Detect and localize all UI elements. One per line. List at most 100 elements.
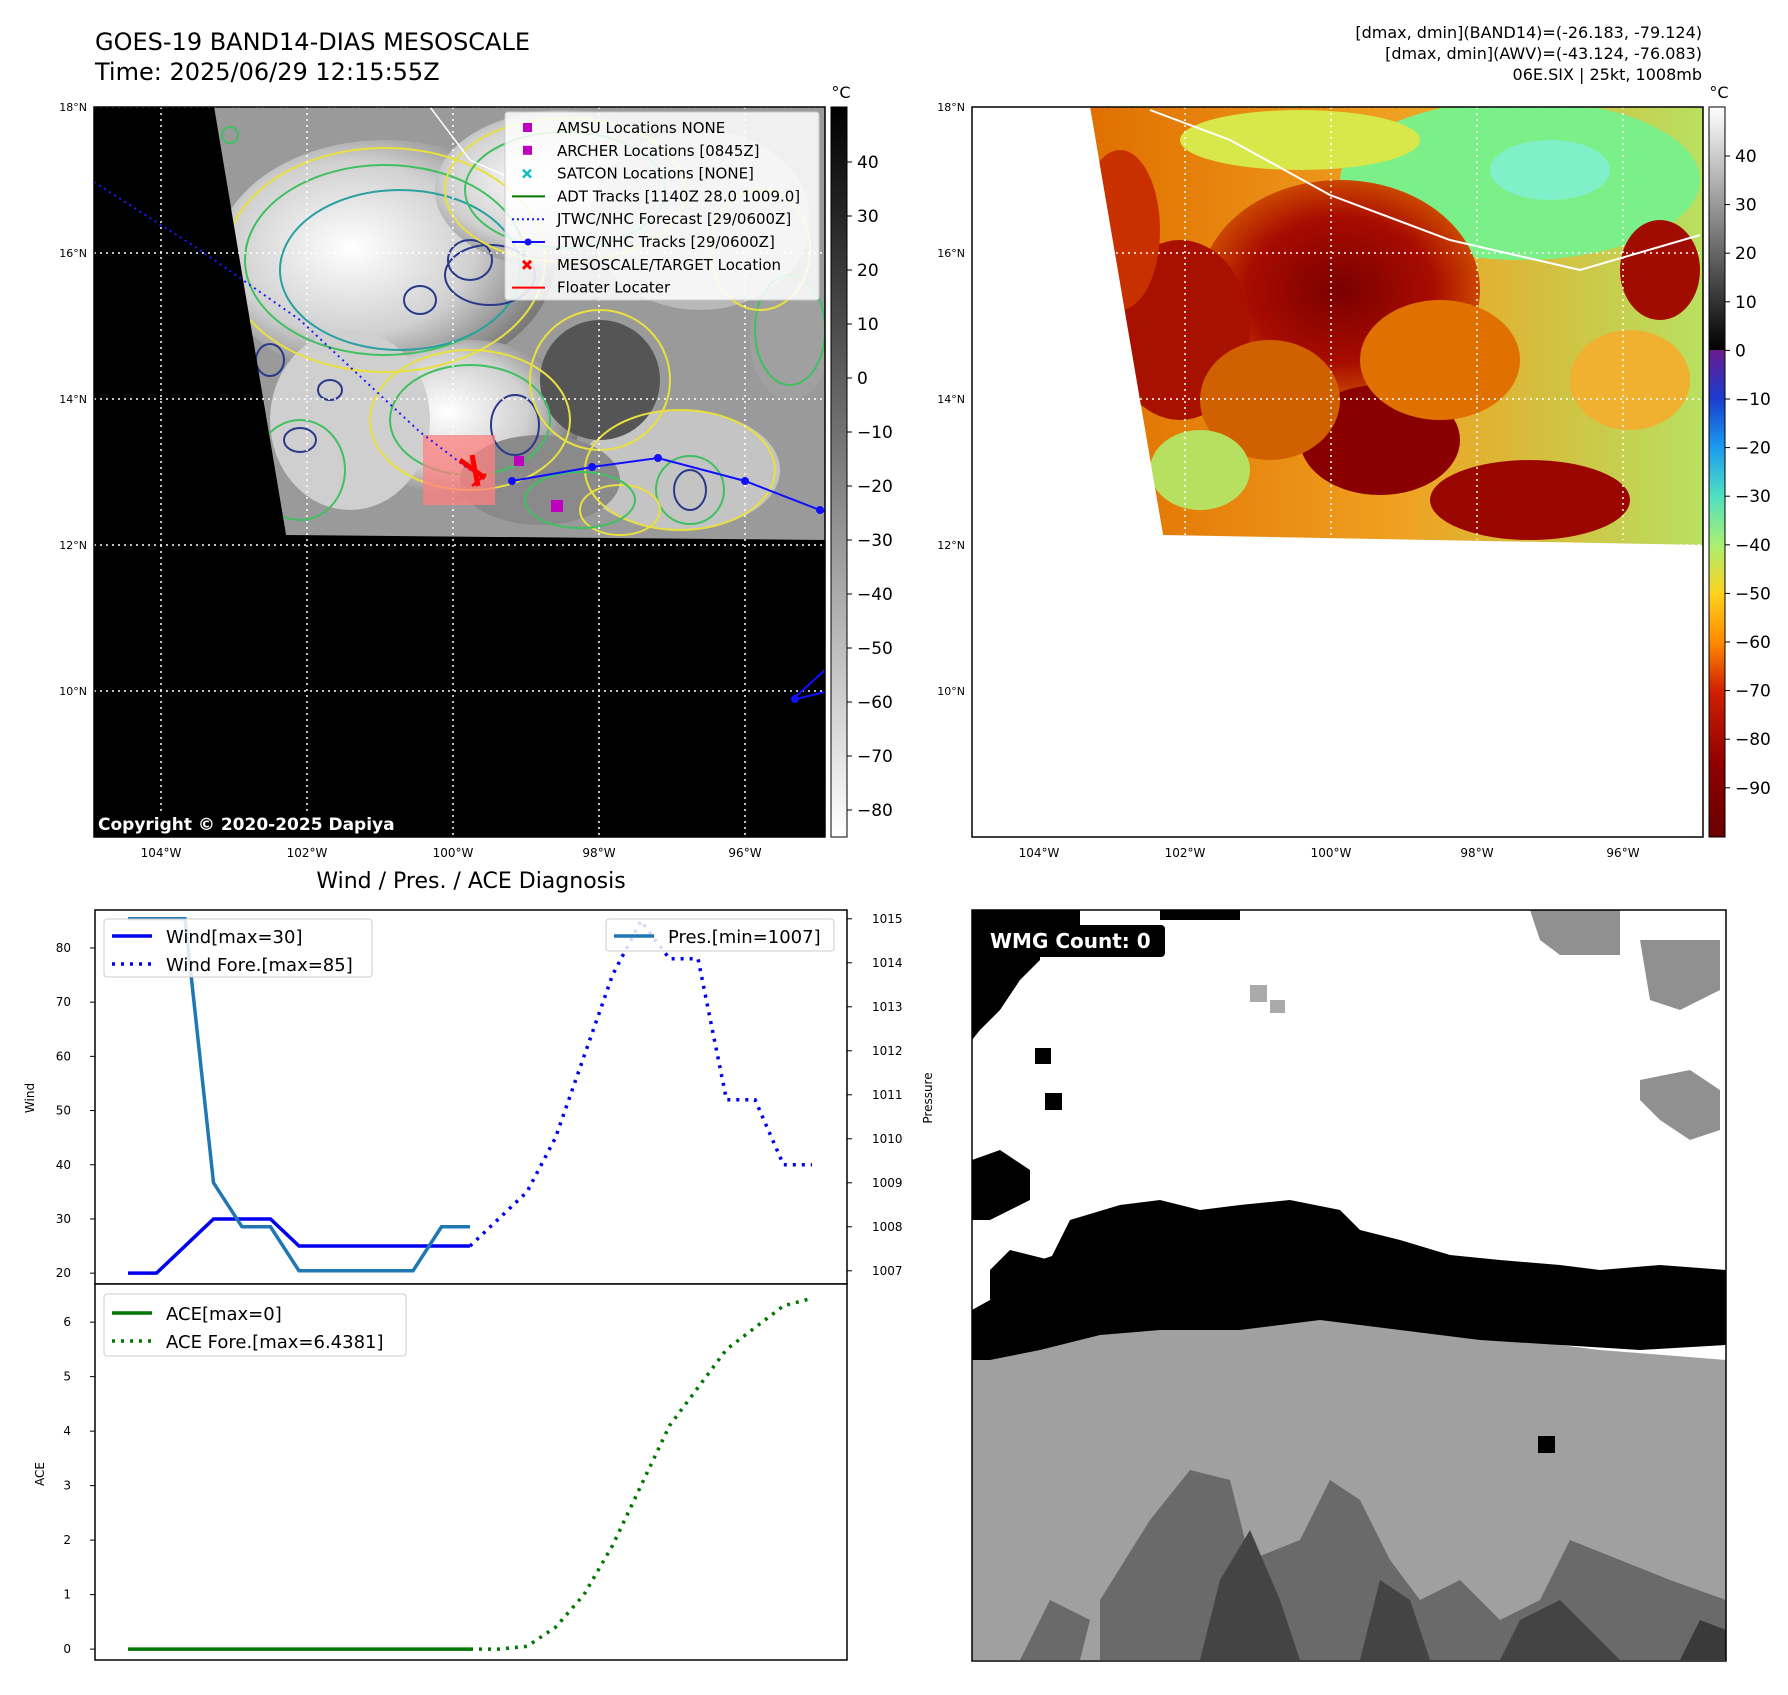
ir-colorbar-tick: −60 [857,693,893,713]
lon-tick-label: 104°W [1019,846,1060,860]
legend-pres: Pres.[min=1007] [668,927,821,948]
wind-tick-label: 30 [56,1212,71,1226]
ace-tick-label: 4 [63,1424,71,1438]
lat-tick-label: 14°N [937,393,965,406]
wind-tick-label: 70 [56,995,71,1009]
lon-tick-label: 102°W [1165,846,1206,860]
legend-label: SATCON Locations [NONE] [557,165,754,183]
legend-label: JTWC/NHC Forecast [29/0600Z] [556,210,791,228]
pressure-tick-label: 1015 [872,912,903,926]
legend-item: ADT Tracks [1140Z 28.0 1009.0] [512,187,800,205]
awv-colorbar-top [1709,107,1725,350]
awv-colorbar-tick: −20 [1735,439,1771,459]
lon-tick-label: 96°W [728,846,761,860]
awv-colorbar-tick: −70 [1735,682,1771,702]
lat-tick-label: 16°N [59,247,87,260]
pressure-tick-label: 1008 [872,1220,903,1234]
awv-colorbar-tick: −80 [1735,730,1771,750]
lat-tick-label: 10°N [937,685,965,698]
floater-box [423,435,495,505]
legend-label: MESOSCALE/TARGET Location [557,256,781,274]
legend-label: Floater Locater [557,279,671,297]
legend-label: ADT Tracks [1140Z 28.0 1009.0] [557,187,800,205]
legend-item: JTWC/NHC Tracks [29/0600Z] [512,233,775,251]
wind-axis-label: Wind [23,1083,37,1113]
ace-legend: ACE[max=0] ACE Fore.[max=6.4381] [103,1293,407,1357]
legend-item: MESOSCALE/TARGET Location [521,256,781,274]
stats-storm: 06E.SIX | 25kt, 1008mb [1513,65,1702,84]
lat-tick-label: 10°N [59,685,87,698]
awv-colorbar-unit: °C [1709,83,1728,102]
wmg-count-badge [983,925,1165,957]
pressure-axis-label: Pressure [921,1072,935,1123]
wmg-count-label: WMG Count: 0 [990,929,1151,953]
awv-colorbar-tick: −90 [1735,779,1771,799]
awv-field [1080,107,1700,540]
legend-label: AMSU Locations NONE [557,119,725,137]
legend-ace-fore: ACE Fore.[max=6.4381] [166,1332,384,1353]
ace-tick-label: 3 [63,1479,71,1493]
awv-colorbar-tick: −50 [1735,584,1771,604]
lat-tick-label: 18°N [59,101,87,114]
legend-label: ARCHER Locations [0845Z] [557,142,760,160]
lon-tick-label: 98°W [1460,846,1493,860]
lat-tick-label: 16°N [937,247,965,260]
cross-marker-icon [522,168,532,179]
copyright-box [94,811,406,837]
figure-title: GOES-19 BAND14-DIAS MESOSCALE [95,28,530,56]
legend-item: Floater Locater [512,279,671,297]
pressure-tick-label: 1012 [872,1044,903,1058]
ir-colorbar-tick: −40 [857,585,893,605]
pressure-legend: Pres.[min=1007] [605,918,835,952]
ir-legend: AMSU Locations NONE ARCHER Locations [084… [504,111,820,301]
wind-tick-label: 60 [56,1049,71,1063]
pressure-tick-label: 1011 [872,1088,903,1102]
awv-colorbar-bottom [1709,350,1725,837]
stats-awv: [dmax, dmin](AWV)=(-43.124, -76.083) [1385,44,1702,63]
awv-colorbar-tick: 20 [1735,244,1757,264]
pressure-tick-label: 1010 [872,1132,903,1146]
ir-colorbar-tick: 0 [857,369,868,389]
ace-tick-label: 0 [63,1642,71,1656]
wind-tick-label: 20 [56,1266,71,1280]
lat-tick-label: 14°N [59,393,87,406]
square-marker-icon [523,123,532,132]
lat-tick-label: 18°N [937,101,965,114]
legend-ace: ACE[max=0] [166,1304,282,1325]
lon-tick-label: 96°W [1606,846,1639,860]
lon-tick-label: 104°W [141,846,182,860]
wind-tick-label: 80 [56,941,71,955]
ir-colorbar-tick: 30 [857,207,879,227]
ir-colorbar-tick: −30 [857,531,893,551]
wind-tick-label: 40 [56,1158,71,1172]
ir-colorbar-unit: °C [831,83,850,102]
ir-colorbar-tick: −50 [857,639,893,659]
ir-colorbar-tick: 20 [857,261,879,281]
legend-wind: Wind[max=30] [166,927,303,948]
awv-colorbar-tick: 40 [1735,147,1757,167]
legend-item: ARCHER Locations [0845Z] [523,142,760,160]
awv-colorbar-tick: −30 [1735,487,1771,507]
figure-time: Time: 2025/06/29 12:15:55Z [94,58,440,86]
awv-colorbar-tick: −60 [1735,633,1771,653]
ir-colorbar-tick: −70 [857,747,893,767]
awv-colorbar-tick: 30 [1735,196,1757,216]
ir-colorbar-tick: −10 [857,423,893,443]
wind-tick-label: 50 [56,1104,71,1118]
lat-tick-label: 12°N [59,539,87,552]
ir-colorbar [830,106,848,838]
ir-colorbar-tick: −20 [857,477,893,497]
ace-tick-label: 2 [63,1533,71,1547]
ir-colorbar-tick: −80 [857,801,893,821]
awv-colorbar-tick: −10 [1735,390,1771,410]
wind-legend: Wind[max=30] Wind Fore.[max=85] [103,918,373,978]
wmg-panel [972,910,1726,1661]
ace-tick-label: 1 [63,1588,71,1602]
wind-series [128,1217,470,1275]
line-dot-icon [512,238,545,246]
square-marker-icon [523,145,532,155]
awv-colorbar-tick: 10 [1735,293,1757,313]
pressure-tick-label: 1007 [872,1264,903,1278]
awv-colorbar-tick: −40 [1735,536,1771,556]
